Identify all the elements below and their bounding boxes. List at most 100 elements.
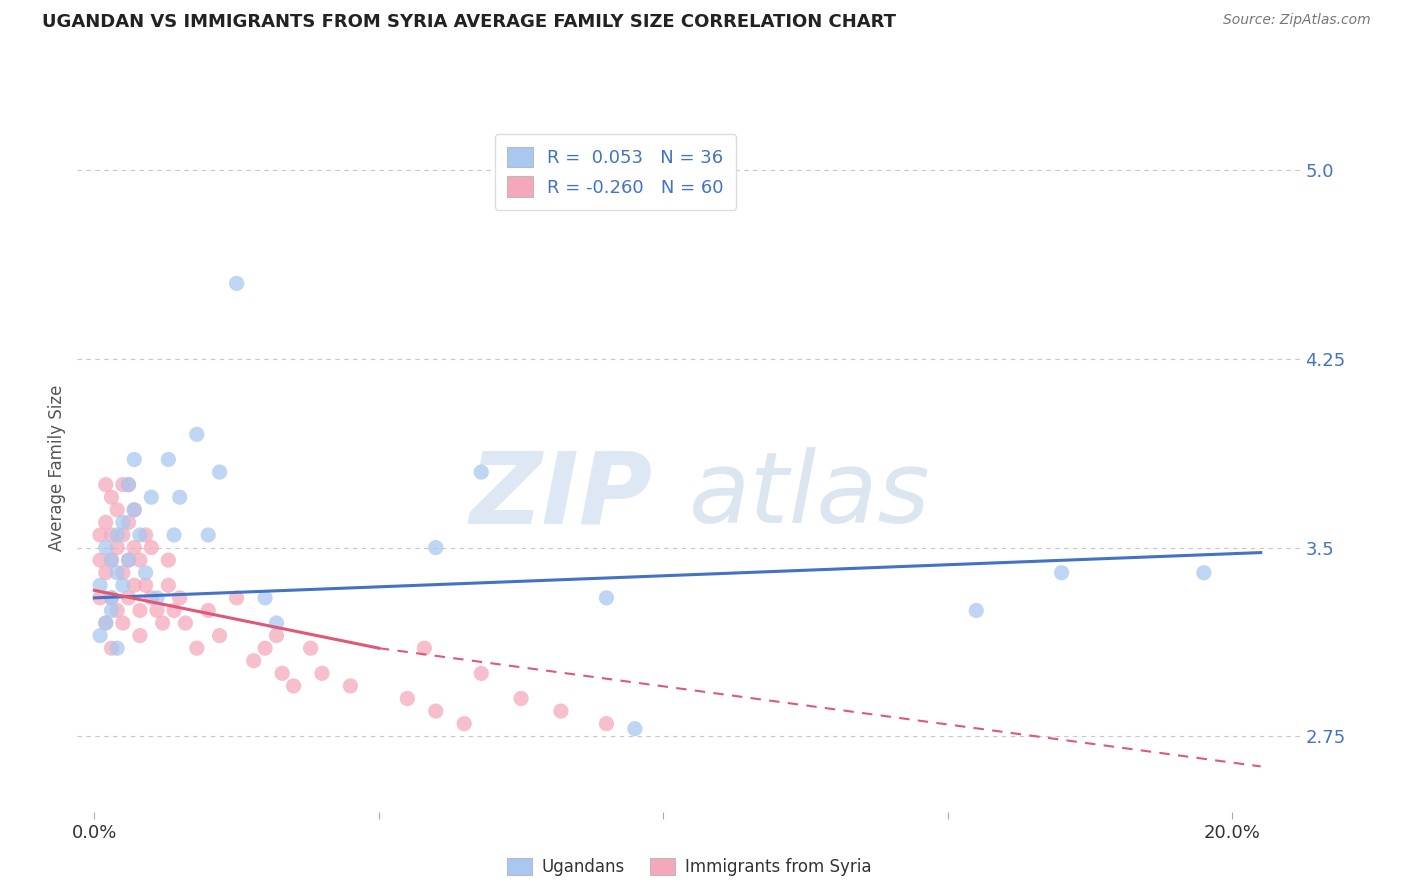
Point bbox=[117, 553, 139, 567]
Point bbox=[186, 641, 208, 656]
Point bbox=[105, 528, 128, 542]
Point bbox=[94, 541, 117, 555]
Point bbox=[197, 528, 219, 542]
Point bbox=[299, 641, 322, 656]
Point bbox=[595, 716, 617, 731]
Point bbox=[94, 477, 117, 491]
Point bbox=[100, 490, 122, 504]
Point bbox=[510, 691, 533, 706]
Point bbox=[163, 603, 186, 617]
Text: Source: ZipAtlas.com: Source: ZipAtlas.com bbox=[1223, 13, 1371, 28]
Text: UGANDAN VS IMMIGRANTS FROM SYRIA AVERAGE FAMILY SIZE CORRELATION CHART: UGANDAN VS IMMIGRANTS FROM SYRIA AVERAGE… bbox=[42, 13, 896, 31]
Point bbox=[122, 452, 145, 467]
Point bbox=[425, 704, 447, 718]
Point bbox=[135, 578, 157, 592]
Point bbox=[100, 528, 122, 542]
Point bbox=[100, 553, 122, 567]
Point bbox=[197, 603, 219, 617]
Point bbox=[111, 516, 134, 530]
Y-axis label: Average Family Size: Average Family Size bbox=[48, 385, 66, 551]
Point bbox=[129, 629, 152, 643]
Point bbox=[152, 615, 174, 630]
Point bbox=[94, 615, 117, 630]
Point bbox=[146, 591, 169, 605]
Point bbox=[141, 490, 163, 504]
Point bbox=[624, 722, 647, 736]
Point bbox=[413, 641, 436, 656]
Point bbox=[122, 541, 145, 555]
Point bbox=[163, 528, 186, 542]
Point bbox=[122, 578, 145, 592]
Point bbox=[271, 666, 294, 681]
Point bbox=[94, 566, 117, 580]
Point bbox=[122, 503, 145, 517]
Point bbox=[225, 277, 247, 291]
Point bbox=[129, 528, 152, 542]
Point bbox=[100, 553, 122, 567]
Point bbox=[100, 591, 122, 605]
Point bbox=[117, 516, 139, 530]
Point bbox=[186, 427, 208, 442]
Point bbox=[89, 528, 111, 542]
Point bbox=[225, 591, 247, 605]
Point bbox=[141, 541, 163, 555]
Point bbox=[157, 578, 180, 592]
Point bbox=[283, 679, 305, 693]
Point bbox=[339, 679, 361, 693]
Point bbox=[550, 704, 572, 718]
Point bbox=[105, 641, 128, 656]
Point bbox=[117, 477, 139, 491]
Point bbox=[311, 666, 333, 681]
Point bbox=[117, 553, 139, 567]
Point bbox=[100, 641, 122, 656]
Point bbox=[105, 566, 128, 580]
Point bbox=[174, 615, 197, 630]
Point bbox=[100, 603, 122, 617]
Legend: Ugandans, Immigrants from Syria: Ugandans, Immigrants from Syria bbox=[501, 851, 877, 882]
Point bbox=[105, 603, 128, 617]
Point bbox=[129, 553, 152, 567]
Point bbox=[111, 566, 134, 580]
Point bbox=[470, 666, 492, 681]
Point bbox=[396, 691, 419, 706]
Point bbox=[595, 591, 617, 605]
Point bbox=[1050, 566, 1073, 580]
Point bbox=[122, 503, 145, 517]
Point bbox=[135, 528, 157, 542]
Point bbox=[169, 490, 191, 504]
Point bbox=[111, 528, 134, 542]
Point bbox=[425, 541, 447, 555]
Point bbox=[111, 578, 134, 592]
Point bbox=[89, 629, 111, 643]
Point bbox=[254, 641, 277, 656]
Point bbox=[965, 603, 987, 617]
Point bbox=[1192, 566, 1215, 580]
Point bbox=[94, 516, 117, 530]
Point bbox=[111, 615, 134, 630]
Point bbox=[135, 566, 157, 580]
Point bbox=[169, 591, 191, 605]
Point bbox=[105, 503, 128, 517]
Point bbox=[111, 477, 134, 491]
Point bbox=[141, 591, 163, 605]
Point bbox=[208, 465, 231, 479]
Point bbox=[254, 591, 277, 605]
Point bbox=[157, 452, 180, 467]
Text: atlas: atlas bbox=[689, 447, 931, 544]
Point bbox=[266, 629, 288, 643]
Point bbox=[89, 578, 111, 592]
Point bbox=[157, 553, 180, 567]
Point bbox=[89, 591, 111, 605]
Point bbox=[470, 465, 492, 479]
Point bbox=[100, 591, 122, 605]
Point bbox=[117, 477, 139, 491]
Point bbox=[89, 553, 111, 567]
Point bbox=[146, 603, 169, 617]
Point bbox=[266, 615, 288, 630]
Point bbox=[242, 654, 264, 668]
Point bbox=[117, 591, 139, 605]
Point bbox=[129, 603, 152, 617]
Point bbox=[453, 716, 475, 731]
Point bbox=[208, 629, 231, 643]
Text: ZIP: ZIP bbox=[470, 447, 652, 544]
